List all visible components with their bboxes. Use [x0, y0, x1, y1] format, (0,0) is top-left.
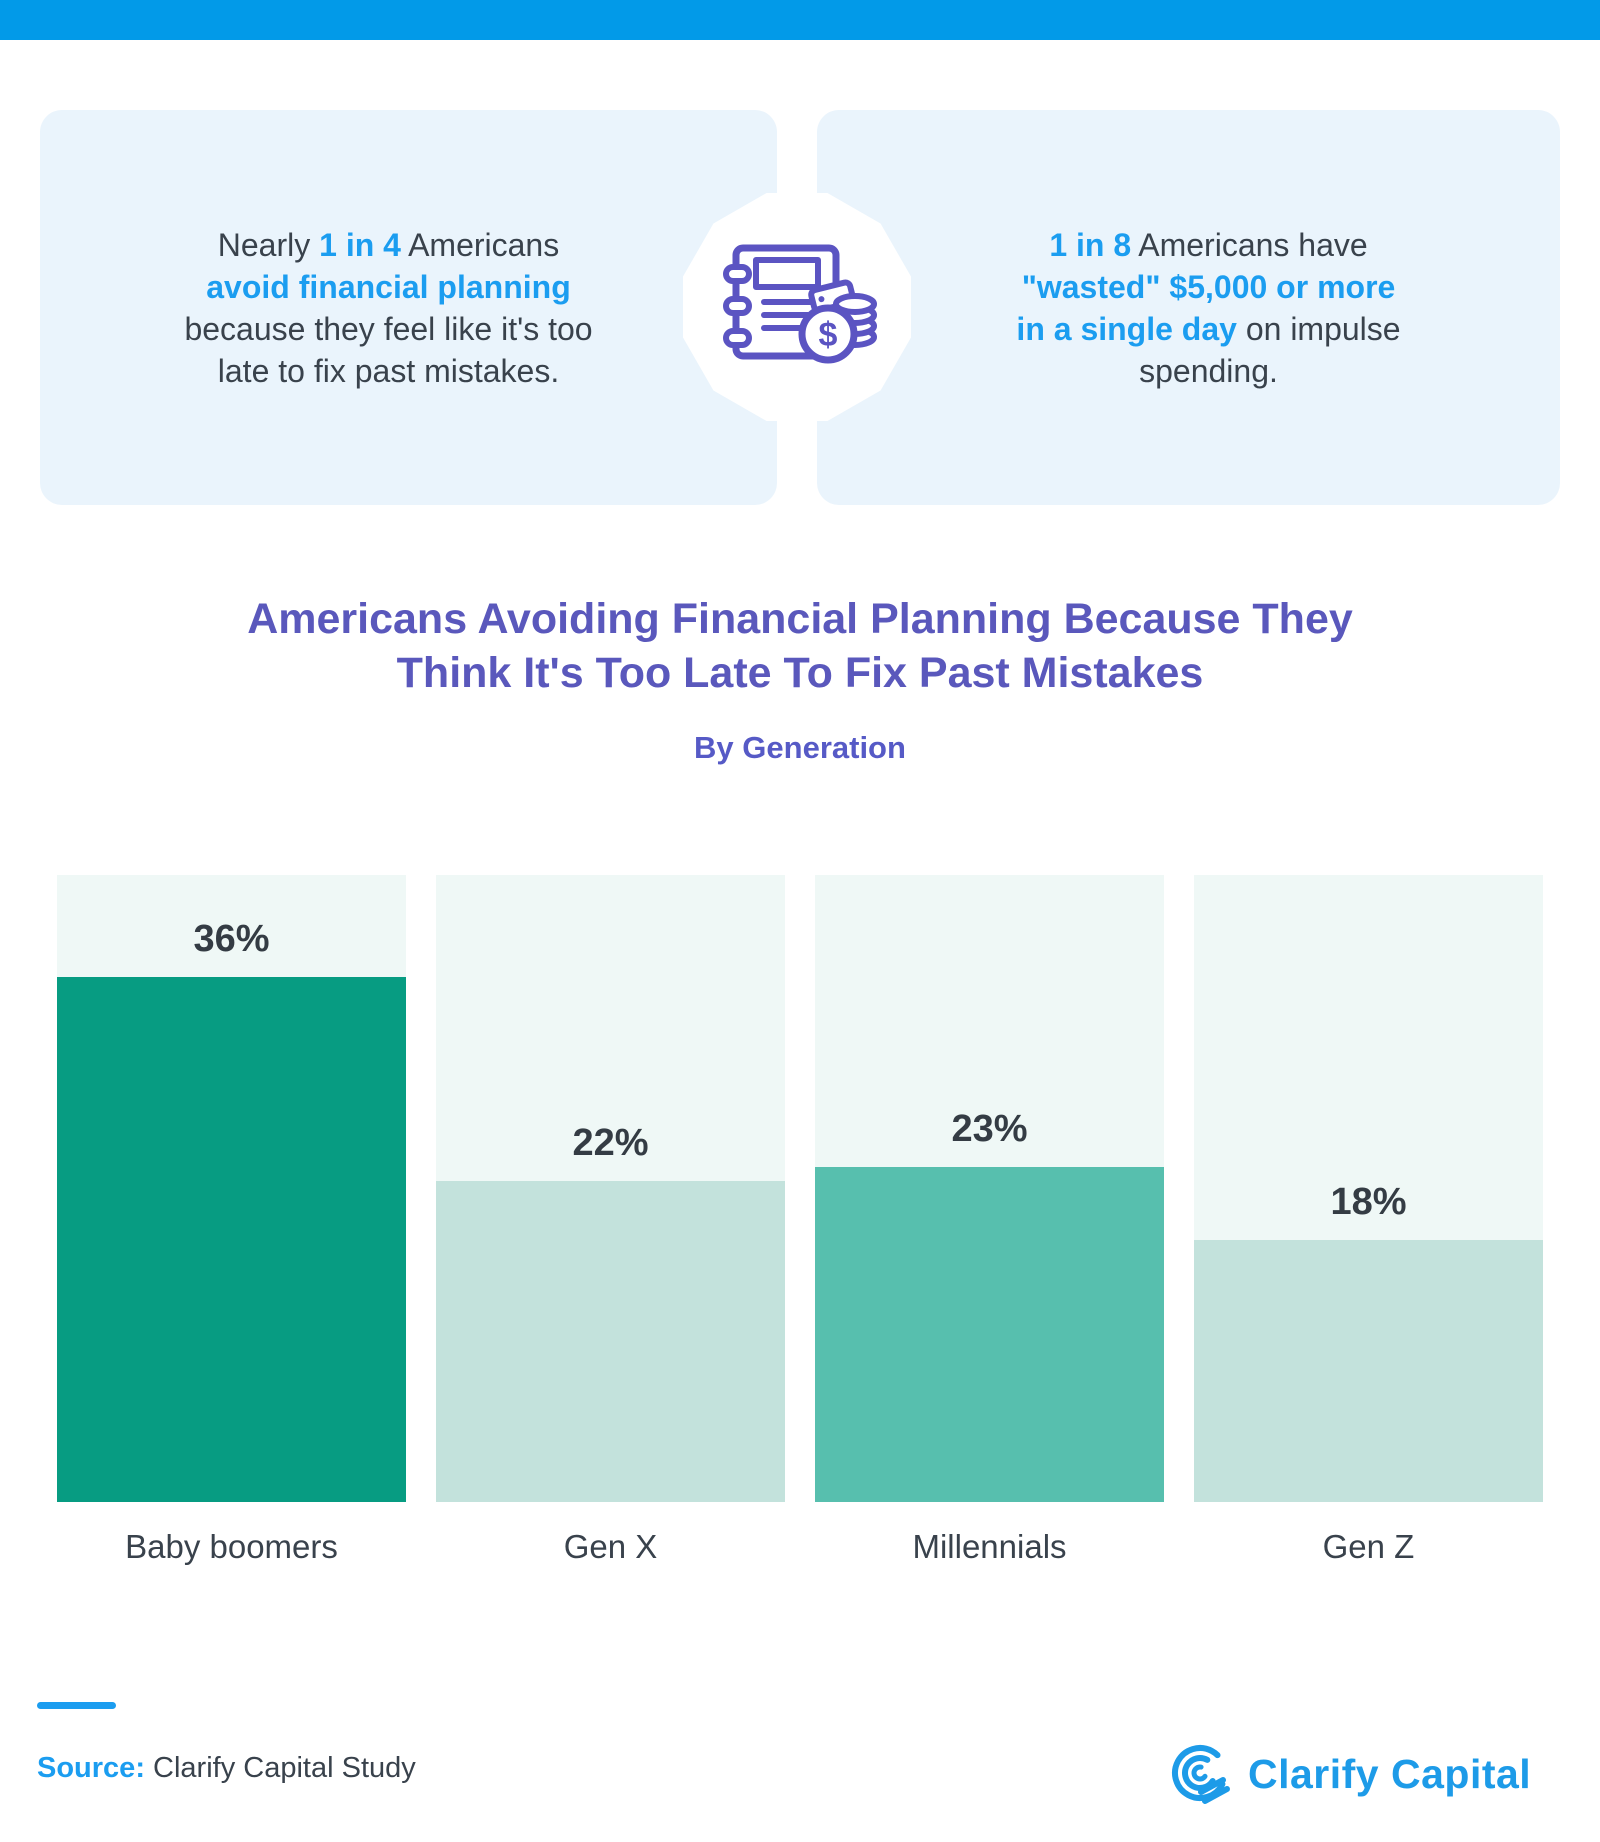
callout-line: because they feel like it's too — [184, 308, 592, 350]
callout-highlight-text: "wasted" $5,000 or more — [1021, 268, 1396, 305]
callout-line: "wasted" $5,000 or more — [1016, 266, 1400, 308]
callout-plain-text: spending. — [1139, 352, 1278, 389]
bar-fill — [1194, 1240, 1543, 1502]
chart-title-line1: Americans Avoiding Financial Planning Be… — [247, 595, 1353, 643]
bar-category-label: Millennials — [912, 1528, 1067, 1565]
callout-line: in a single day on impulse — [1016, 308, 1400, 350]
bar-value-label: 22% — [572, 1122, 649, 1164]
source-text: Clarify Capital Study — [144, 1752, 416, 1784]
callout-plain-text: Americans have — [1131, 226, 1368, 263]
chart-title-line2: Think It's Too Late To Fix Past Mistakes — [396, 649, 1204, 697]
bar-fill — [57, 977, 406, 1502]
source-label: Source: — [37, 1752, 145, 1784]
chart-subtitle: By Generation — [694, 730, 906, 765]
bar-category-label: Baby boomers — [125, 1528, 338, 1565]
callout-highlight-text: 1 in 8 — [1049, 226, 1132, 263]
callout-plain-text: Americans — [400, 226, 560, 263]
callout-plain-text: on impulse — [1236, 310, 1401, 347]
callout-line: spending. — [1016, 350, 1400, 392]
bar-column-gen-x: 22% Gen X — [436, 875, 785, 1566]
bar-value-label: 23% — [951, 1108, 1028, 1150]
bar-track: 22% — [436, 875, 785, 1502]
bar-chart: 36% Baby boomers 22% Gen X 23% Millennials 18%… — [57, 875, 1543, 1566]
callout-line: avoid financial planning — [184, 266, 592, 308]
bar-value-label: 18% — [1330, 1181, 1407, 1223]
callout-right-text: 1 in 8 Americans have "wasted" $5,000 or … — [1016, 224, 1400, 392]
bar-fill — [815, 1167, 1164, 1502]
top-accent-bar — [0, 0, 1600, 40]
clarify-capital-logo: Clarify Capital — [1170, 1742, 1531, 1806]
clarify-capital-wordmark: Clarify Capital — [1248, 1750, 1532, 1797]
bar-track: 18% — [1194, 875, 1543, 1502]
bar-category-label: Gen Z — [1322, 1528, 1415, 1565]
callout-left-text: Nearly 1 in 4 Americans avoid financial p… — [184, 224, 592, 392]
financial-planner-notebook-coins-icon: $ — [723, 244, 877, 364]
callout-plain-text: Nearly — [217, 226, 320, 263]
bar-category-label: Gen X — [563, 1528, 658, 1565]
bar-column-baby-boomers: 36% Baby boomers — [57, 875, 406, 1566]
dollar-sign-glyph: $ — [819, 316, 838, 354]
callout-plain-text: because they feel like it's too — [184, 310, 593, 347]
callout-plain-text: late to fix past mistakes. — [217, 352, 560, 389]
bar-track: 23% — [815, 875, 1164, 1502]
bar-track: 36% — [57, 875, 406, 1502]
callout-highlight-text: avoid financial planning — [206, 268, 571, 305]
callout-line: Nearly 1 in 4 Americans — [184, 224, 592, 266]
clarify-capital-logo-mark-icon — [1172, 1745, 1230, 1804]
bar-value-label: 36% — [193, 918, 270, 960]
source-line: Source: Clarify Capital Study — [37, 1752, 416, 1785]
callout-line: late to fix past mistakes. — [184, 350, 592, 392]
callout-right: 1 in 8 Americans have "wasted" $5,000 or … — [817, 110, 1560, 505]
bar-fill — [436, 1181, 785, 1502]
bar-column-millennials: 23% Millennials — [815, 875, 1164, 1566]
callout-highlight-text: in a single day — [1016, 310, 1237, 347]
callout-line: 1 in 8 Americans have — [1016, 224, 1400, 266]
bar-column-gen-z: 18% Gen Z — [1194, 875, 1543, 1566]
source-accent-dash — [37, 1702, 116, 1709]
callout-highlight-text: 1 in 4 — [319, 226, 401, 263]
callout-left: Nearly 1 in 4 Americans avoid financial p… — [40, 110, 777, 505]
chart-title: Americans Avoiding Financial Planning Be… — [0, 592, 1600, 700]
